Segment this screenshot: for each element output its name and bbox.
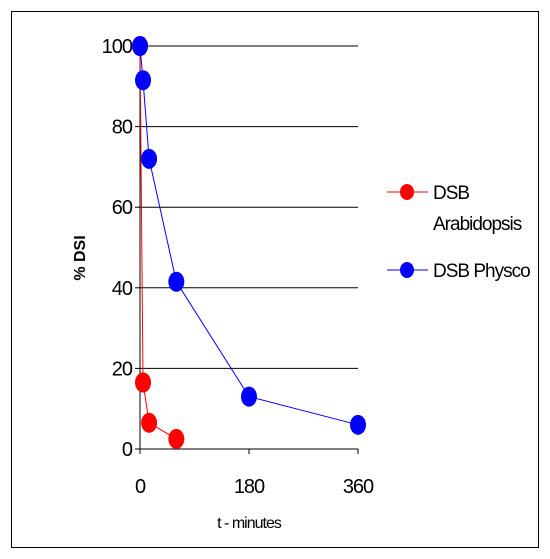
y-tick-label-40: 40 xyxy=(112,278,133,300)
data-point-0-2 xyxy=(141,412,158,433)
legend-marker-1 xyxy=(400,262,414,278)
data-point-1-3 xyxy=(168,271,185,292)
y-tick-label-100: 100 xyxy=(102,36,133,58)
data-point-1-5 xyxy=(350,414,366,435)
y-tick-label-60: 60 xyxy=(112,197,133,219)
data-point-0-1 xyxy=(135,372,152,393)
legend: DSB Arabidopsis DSB Physco xyxy=(387,183,531,282)
x-axis-label: t - minutes xyxy=(217,515,282,532)
chart-frame xyxy=(11,11,539,548)
grid-lines xyxy=(140,45,358,369)
axes: 0 20 40 60 80 100 0 180 360 xyxy=(102,36,375,498)
y-tick-label-80: 80 xyxy=(112,117,133,139)
data-point-0-3 xyxy=(168,428,185,449)
data-point-1-2 xyxy=(141,148,158,169)
legend-item-1: DSB Physco xyxy=(387,261,531,282)
data-point-1-1 xyxy=(135,70,152,91)
series-line-0 xyxy=(139,45,177,440)
data-point-1-0 xyxy=(132,36,148,56)
y-tick-label-20: 20 xyxy=(112,358,133,380)
data-point-1-4 xyxy=(241,386,257,407)
legend-marker-0 xyxy=(400,184,414,200)
x-tick-label-180: 180 xyxy=(234,476,265,498)
y-axis-label: % DSI xyxy=(72,235,89,280)
legend-label-0: DSB Arabidopsis xyxy=(433,183,522,235)
legend-label-1: DSB Physco xyxy=(433,261,530,282)
x-tick-label-0: 0 xyxy=(135,476,146,498)
legend-item-0: DSB Arabidopsis xyxy=(387,183,523,235)
x-tick-label-360: 360 xyxy=(343,476,374,498)
y-tick-label-0: 0 xyxy=(122,439,133,461)
series-layer xyxy=(132,36,366,449)
